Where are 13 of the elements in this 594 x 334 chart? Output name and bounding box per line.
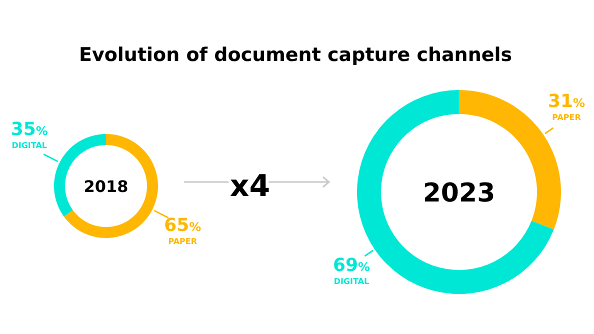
slice-label: DIGITAL (12, 140, 48, 150)
donut-slice (64, 134, 158, 238)
slice-label: DIGITAL (334, 277, 370, 286)
text: Evolution of document capture channels (79, 44, 512, 66)
data-label: 69% (332, 255, 370, 276)
text: x4 (230, 169, 270, 204)
text: 2018 (84, 176, 128, 196)
slice-label: PAPER (168, 237, 198, 246)
slice-label: PAPER (552, 112, 581, 122)
data-label: 65% (164, 215, 202, 236)
data-label: 35% (10, 118, 48, 140)
text: 2023 (422, 178, 496, 208)
data-label: 31% (548, 90, 586, 112)
